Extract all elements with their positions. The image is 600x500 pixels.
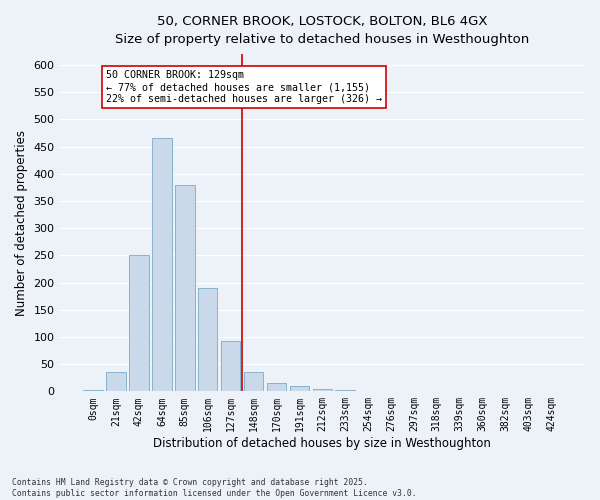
Bar — [83, 390, 103, 392]
Bar — [221, 341, 241, 392]
Bar — [129, 256, 149, 392]
Y-axis label: Number of detached properties: Number of detached properties — [15, 130, 28, 316]
Bar — [313, 388, 332, 392]
Text: 50 CORNER BROOK: 129sqm
← 77% of detached houses are smaller (1,155)
22% of semi: 50 CORNER BROOK: 129sqm ← 77% of detache… — [106, 70, 382, 104]
Bar — [542, 391, 561, 392]
Bar — [198, 288, 217, 392]
Bar — [358, 391, 378, 392]
Bar — [244, 372, 263, 392]
Bar — [450, 391, 469, 392]
Title: 50, CORNER BROOK, LOSTOCK, BOLTON, BL6 4GX
Size of property relative to detached: 50, CORNER BROOK, LOSTOCK, BOLTON, BL6 4… — [115, 15, 529, 46]
Bar — [335, 390, 355, 392]
Text: Contains HM Land Registry data © Crown copyright and database right 2025.
Contai: Contains HM Land Registry data © Crown c… — [12, 478, 416, 498]
Bar — [267, 383, 286, 392]
Bar — [290, 386, 309, 392]
Bar — [175, 184, 194, 392]
Bar — [106, 372, 126, 392]
Bar — [152, 138, 172, 392]
X-axis label: Distribution of detached houses by size in Westhoughton: Distribution of detached houses by size … — [154, 437, 491, 450]
